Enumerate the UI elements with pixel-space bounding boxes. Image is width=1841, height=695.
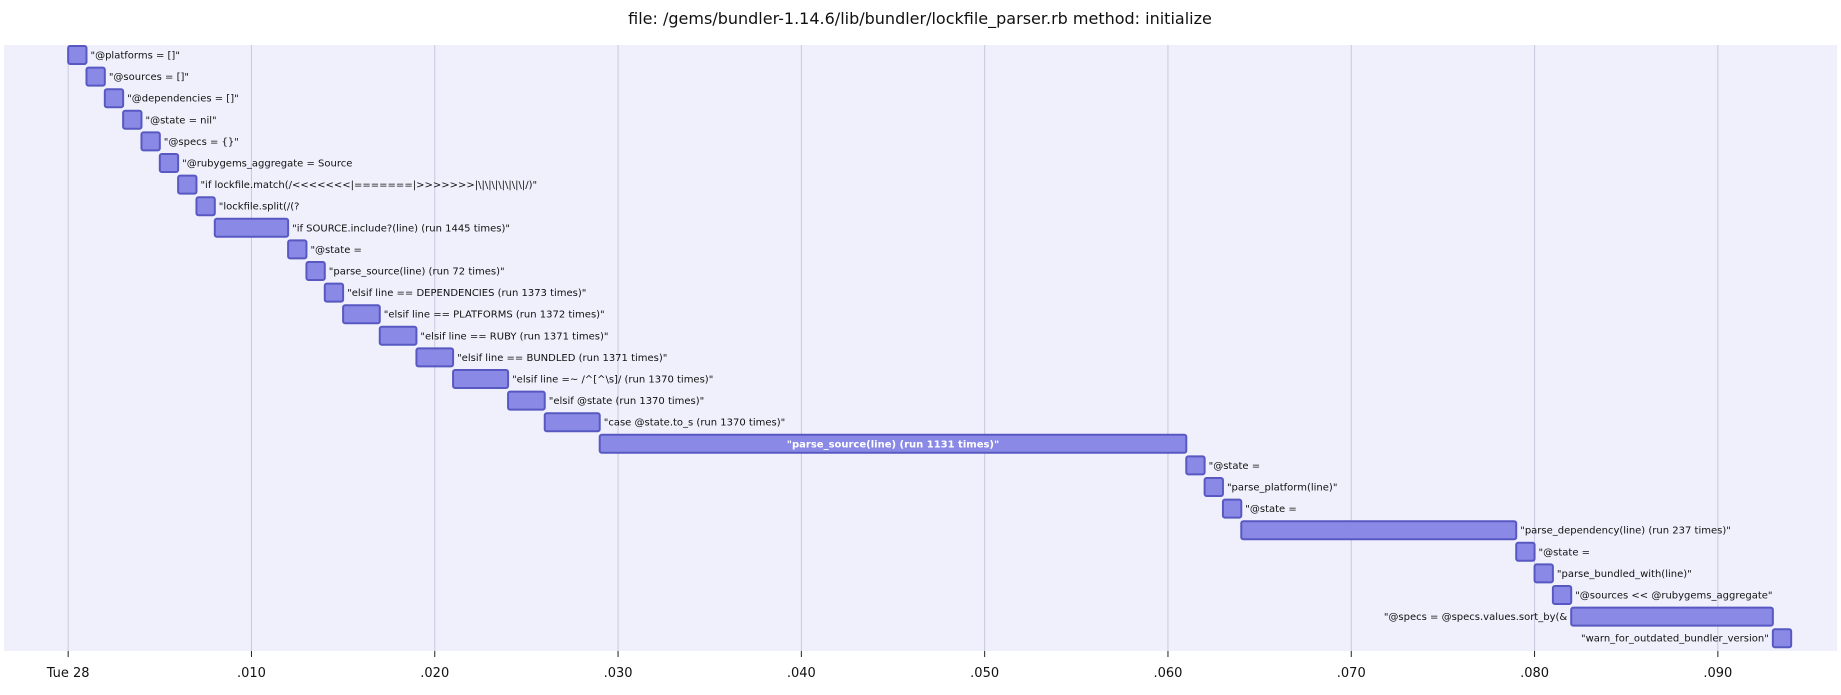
x-tick-label: .090 xyxy=(1703,666,1732,681)
task-label: "elsif line == BUNDLED (run 1371 times)" xyxy=(457,353,667,364)
task-label: "parse_source(line) (run 72 times)" xyxy=(329,267,505,278)
task-bar[interactable] xyxy=(122,109,143,130)
task-bar[interactable] xyxy=(85,66,106,87)
x-tick-label: .080 xyxy=(1520,666,1549,681)
task-bar[interactable] xyxy=(1240,520,1518,541)
task-label: "parse_bundled_with(line)" xyxy=(1557,569,1692,580)
task-bar[interactable] xyxy=(507,390,546,411)
task-bar[interactable] xyxy=(1771,628,1793,649)
task-bar[interactable] xyxy=(1185,455,1206,476)
task-bars xyxy=(67,45,1793,649)
task-bar[interactable] xyxy=(158,153,180,173)
x-tick-label: .040 xyxy=(787,666,816,681)
task-bar[interactable] xyxy=(598,433,1188,454)
task-label: "@specs = {}" xyxy=(164,137,239,148)
task-labels: "@platforms = []" "@sources = []" "@depend… xyxy=(90,51,1772,645)
task-bar[interactable] xyxy=(1551,585,1573,605)
task-label: "parse_platform(line)" xyxy=(1227,483,1338,494)
task-label: "@specs = @specs.values.sort_by(& xyxy=(1384,612,1568,623)
x-axis-ticks: Tue 28 .010 .020 .030 .040 .050 .060 .070 .080 .0… xyxy=(46,651,1732,681)
task-label: "@sources << @rubygems_aggregate" xyxy=(1575,591,1772,602)
task-label: "warn_for_outdated_bundler_version" xyxy=(1581,634,1769,645)
chart-title: file: /gems/bundler-1.14.6/lib/bundler/l… xyxy=(628,9,1212,29)
task-bar[interactable] xyxy=(415,347,455,368)
task-label: "parse_source(line) (run 1131 times)" xyxy=(787,439,999,450)
task-bar[interactable] xyxy=(195,196,216,217)
grid-lines xyxy=(67,45,1719,651)
x-tick-label: .030 xyxy=(604,666,633,681)
task-bar[interactable] xyxy=(67,45,88,65)
task-bar[interactable] xyxy=(378,325,418,346)
task-bar[interactable] xyxy=(543,412,601,433)
task-label: "elsif line == DEPENDENCIES (run 1373 ti… xyxy=(347,288,586,299)
task-label: "if lockfile.match(/<<<<<<<|=======|>>>>… xyxy=(200,180,537,191)
task-label: "elsif line == PLATFORMS (run 1372 times… xyxy=(384,310,605,321)
x-tick-label: .050 xyxy=(970,666,999,681)
task-label: "@state = nil" xyxy=(145,115,216,126)
task-bar[interactable] xyxy=(1533,563,1554,584)
task-bar[interactable] xyxy=(342,304,381,325)
task-label: "@state = xyxy=(310,245,362,256)
task-label: "@state = xyxy=(1209,461,1261,472)
task-bar[interactable] xyxy=(213,217,290,238)
x-tick-label: .010 xyxy=(237,666,266,681)
task-label: "@state = xyxy=(1245,504,1297,515)
task-label: "if SOURCE.include?(line) (run 1445 time… xyxy=(292,223,510,234)
task-label: "@dependencies = []" xyxy=(127,94,239,105)
task-label: "@rubygems_aggregate = Source xyxy=(182,159,352,170)
x-tick-label: .070 xyxy=(1337,666,1366,681)
task-label: "@state = xyxy=(1539,547,1591,558)
x-tick-label: Tue 28 xyxy=(46,666,90,681)
task-label: "elsif line =~ /^[^\s]/ (run 1370 times)… xyxy=(512,375,713,386)
task-bar[interactable] xyxy=(1515,541,1536,562)
task-bar[interactable] xyxy=(140,131,161,152)
task-label: "elsif @state (run 1370 times)" xyxy=(549,396,705,407)
x-tick-label: .020 xyxy=(420,666,449,681)
task-bar[interactable] xyxy=(1203,477,1224,497)
task-bar[interactable] xyxy=(1570,606,1774,627)
task-label: "elsif line == RUBY (run 1371 times)" xyxy=(420,331,608,342)
task-bar[interactable] xyxy=(323,282,345,303)
task-bar[interactable] xyxy=(103,88,125,109)
plot-background xyxy=(4,45,1837,651)
task-label: "@sources = []" xyxy=(109,72,189,83)
task-bar[interactable] xyxy=(1221,498,1243,519)
task-bar[interactable] xyxy=(452,369,510,389)
task-label: "case @state.to_s (run 1370 times)" xyxy=(604,418,786,429)
task-label: "lockfile.split(/(? xyxy=(219,202,300,213)
task-bar[interactable] xyxy=(287,239,308,260)
task-bar[interactable] xyxy=(305,261,326,281)
x-tick-label: .060 xyxy=(1153,666,1182,681)
task-label: "@platforms = []" xyxy=(90,51,179,62)
task-bar[interactable] xyxy=(177,174,198,195)
task-label: "parse_dependency(line) (run 237 times)" xyxy=(1520,526,1731,537)
